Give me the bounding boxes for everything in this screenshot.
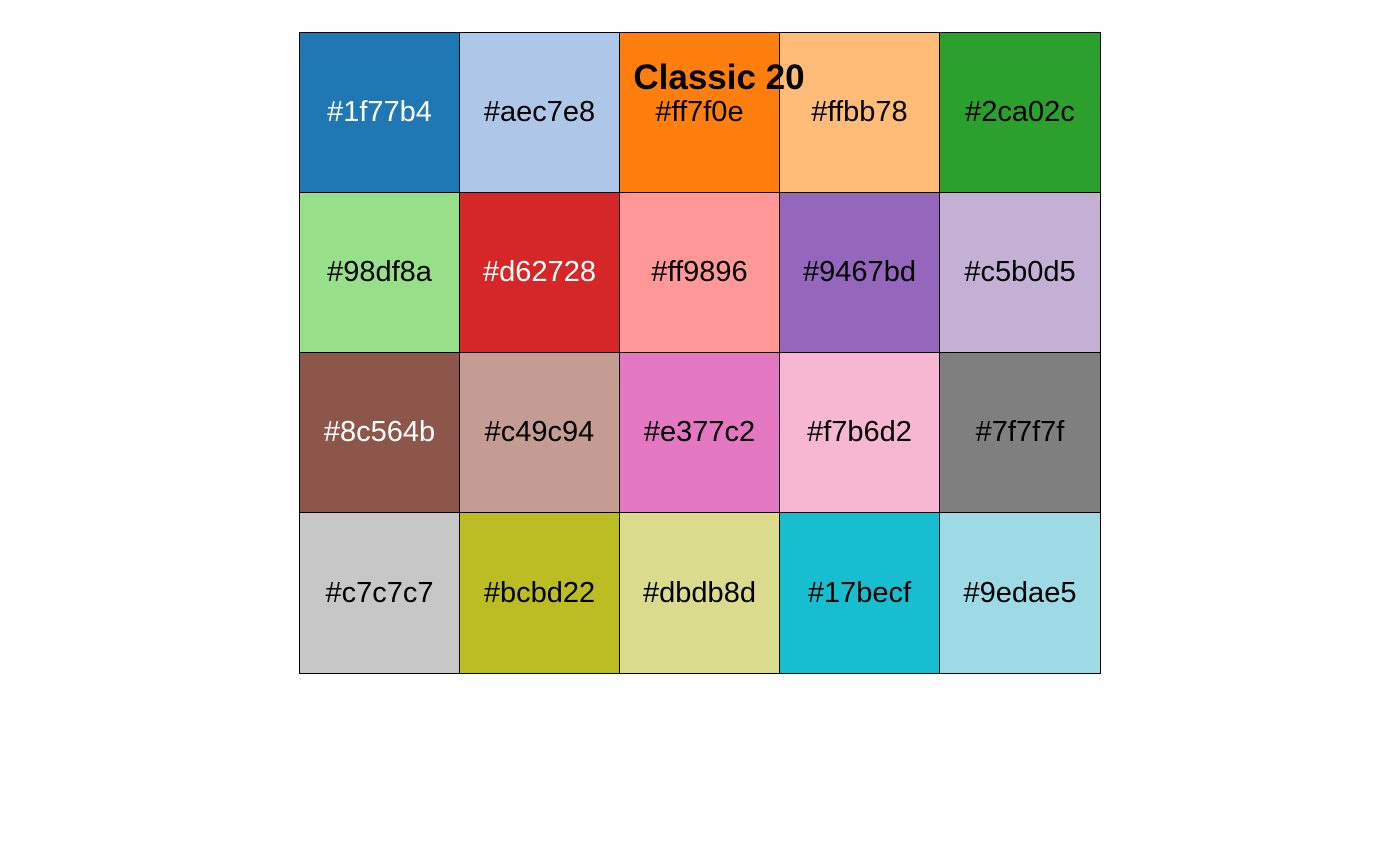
color-swatch: #dbdb8d [620, 513, 780, 673]
swatch-hex-label: #ff7f0e [655, 96, 744, 128]
color-swatch: #d62728 [460, 193, 620, 353]
color-swatch: #c49c94 [460, 353, 620, 513]
color-swatch: #ffbb78 [780, 33, 940, 193]
color-swatch: #bcbd22 [460, 513, 620, 673]
color-swatch: #f7b6d2 [780, 353, 940, 513]
color-swatch: #ff7f0e [620, 33, 780, 193]
swatch-hex-label: #c7c7c7 [325, 576, 434, 609]
swatch-hex-label: #ffbb78 [811, 96, 908, 128]
color-swatch: #c5b0d5 [940, 193, 1100, 353]
swatch-hex-label: #bcbd22 [483, 576, 596, 609]
swatch-hex-label: #c5b0d5 [964, 256, 1076, 288]
swatch-hex-label: #d62728 [483, 256, 596, 288]
swatch-hex-label: #98df8a [327, 256, 432, 288]
swatch-hex-label: #c49c94 [484, 416, 595, 448]
color-swatch: #9467bd [780, 193, 940, 353]
color-swatch: #8c564b [300, 353, 460, 513]
color-swatch: #c7c7c7 [300, 513, 460, 673]
color-swatch: #1f77b4 [300, 33, 460, 193]
color-swatch: #98df8a [300, 193, 460, 353]
swatch-hex-label: #dbdb8d [643, 576, 756, 609]
color-swatch: #7f7f7f [940, 353, 1100, 513]
swatch-hex-label: #2ca02c [965, 96, 1075, 128]
swatch-grid: #1f77b4 #aec7e8 #ff7f0e #ffbb78 #2ca02c #98df… [299, 32, 1101, 674]
color-swatch: #2ca02c [940, 33, 1100, 193]
swatch-hex-label: #e377c2 [643, 416, 756, 448]
swatch-hex-label: #17becf [807, 576, 912, 609]
swatch-hex-label: #1f77b4 [327, 96, 432, 128]
swatch-hex-label: #ff9896 [651, 256, 748, 288]
color-swatch: #ff9896 [620, 193, 780, 353]
swatch-hex-label: #7f7f7f [975, 416, 1065, 448]
color-swatch: #9edae5 [940, 513, 1100, 673]
swatch-hex-label: #8c564b [323, 416, 436, 448]
color-swatch: #aec7e8 [460, 33, 620, 193]
color-swatch: #17becf [780, 513, 940, 673]
swatch-hex-label: #9edae5 [963, 576, 1077, 609]
swatch-hex-label: #f7b6d2 [807, 416, 912, 448]
color-swatch: #e377c2 [620, 353, 780, 513]
swatch-hex-label: #aec7e8 [483, 96, 596, 128]
swatch-hex-label: #9467bd [803, 256, 916, 288]
